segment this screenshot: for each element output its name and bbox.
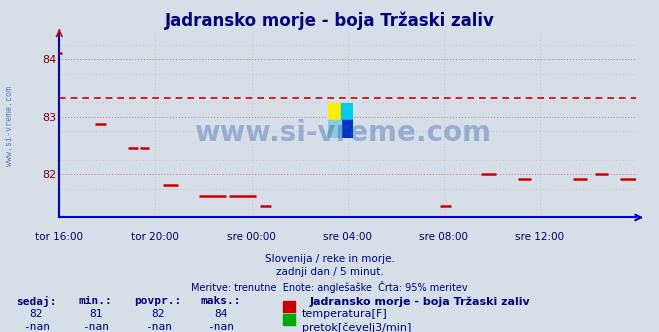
Bar: [328, 103, 341, 121]
Text: 82: 82: [152, 309, 165, 319]
Text: sre 04:00: sre 04:00: [323, 232, 372, 242]
Text: min.:: min.:: [78, 296, 113, 306]
Text: 82: 82: [30, 309, 43, 319]
Text: sre 08:00: sre 08:00: [419, 232, 469, 242]
Text: sre 00:00: sre 00:00: [227, 232, 276, 242]
Text: sre 12:00: sre 12:00: [515, 232, 564, 242]
Bar: [328, 121, 341, 138]
Text: -nan: -nan: [145, 322, 171, 332]
Text: Slovenija / reke in morje.: Slovenija / reke in morje.: [264, 254, 395, 264]
Text: 81: 81: [89, 309, 102, 319]
Text: temperatura[F]: temperatura[F]: [302, 309, 387, 319]
Text: 84: 84: [214, 309, 227, 319]
Text: zadnji dan / 5 minut.: zadnji dan / 5 minut.: [275, 267, 384, 277]
Text: tor 16:00: tor 16:00: [36, 232, 83, 242]
Text: Jadransko morje - boja Tržaski zaliv: Jadransko morje - boja Tržaski zaliv: [310, 296, 530, 307]
Text: Meritve: trenutne  Enote: anglešaške  Črta: 95% meritev: Meritve: trenutne Enote: anglešaške Črta…: [191, 281, 468, 292]
Text: www.si-vreme.com: www.si-vreme.com: [194, 119, 491, 147]
Text: povpr.:: povpr.:: [134, 296, 182, 306]
Text: Jadransko morje - boja Tržaski zaliv: Jadransko morje - boja Tržaski zaliv: [165, 12, 494, 30]
Bar: [341, 103, 353, 121]
Text: -nan: -nan: [208, 322, 234, 332]
Text: www.si-vreme.com: www.si-vreme.com: [5, 86, 14, 166]
Text: tor 20:00: tor 20:00: [132, 232, 179, 242]
Text: -nan: -nan: [82, 322, 109, 332]
Text: sedaj:: sedaj:: [16, 296, 57, 307]
Bar: [341, 121, 353, 138]
Text: pretok[čevelj3/min]: pretok[čevelj3/min]: [302, 322, 411, 332]
Text: maks.:: maks.:: [200, 296, 241, 306]
Text: -nan: -nan: [23, 322, 49, 332]
